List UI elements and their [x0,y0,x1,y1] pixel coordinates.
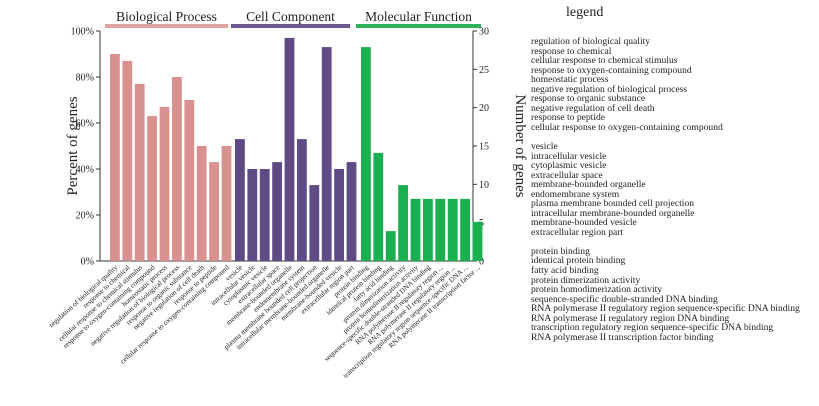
legend-item: cytoplasmic vesicle [531,160,607,172]
left-tick-label: 40% [76,165,94,176]
bar [247,169,258,261]
legend-item: endomembrane system [531,188,620,200]
right-tick-label: 20 [479,103,489,114]
legend-title: legend [566,5,604,20]
legend-item: extracellular region part [531,226,624,238]
legend-item: negative regulation of cell death [531,102,655,114]
legend-item: sequence-specific double-stranded DNA bi… [531,293,718,305]
group-headers: Biological Process Cell Component Molecula… [105,9,481,28]
group-header-label: Cell Component [246,9,335,24]
legend-item: membrane-bounded vesicle [531,217,637,229]
bar [122,60,133,262]
legend-item: protein dimerization activity [531,274,641,286]
legend-item: intracellular vesicle [531,150,607,162]
bar [184,100,195,261]
bar [235,139,245,261]
bar [460,198,470,261]
legend-item: fatty acid binding [531,265,599,277]
bar [196,146,207,261]
bar [361,47,371,261]
left-tick-label: 20% [76,211,94,222]
bar [334,169,344,261]
legend-list: regulation of biological quality response… [531,37,800,342]
bar [435,198,446,261]
bar [172,77,182,261]
legend-item: RNA polymerase II transcription factor b… [531,331,714,343]
group-header-label: Molecular Function [365,9,472,24]
bar [134,83,145,262]
bar [309,185,320,261]
legend-item: protein homodimerization activity [531,284,663,296]
bar [209,162,219,261]
legend-item: response to oxygen-containing compound [531,64,692,76]
left-tick-label: 0% [81,257,94,268]
bar [259,169,270,261]
right-axis-label: Number of genes [512,94,528,197]
bar [284,37,295,262]
legend-item: vesicle [531,140,558,152]
legend-item: intracellular membrane-bounded organelle [531,207,695,219]
legend-item: response to chemical [531,45,612,57]
right-tick-label: 10 [479,180,489,191]
legend-item: membrane-bounded organelle [531,179,646,191]
bar [373,152,384,261]
group-header-label: Biological Process [116,9,217,24]
legend-item: negative regulation of biological proces… [531,83,688,95]
group-header-bar [105,24,228,28]
bar [447,198,458,261]
bar [423,198,433,261]
bar [398,185,408,261]
legend-item: regulation of biological quality [531,36,651,47]
legend-item: extracellular space [531,169,603,181]
left-tick-label: 60% [76,119,94,130]
bar [321,47,332,261]
bar [385,231,396,261]
legend-item: transcription regulatory region sequence… [531,322,774,334]
group-header-bar [356,24,481,28]
legend-item: cellular response to oxygen-containing c… [531,121,723,133]
bar [272,162,282,261]
chart-bars [110,37,483,262]
right-tick-label: 30 [479,27,489,38]
legend-item: response to peptide [531,112,606,124]
bar [346,162,357,261]
left-tick-label: 80% [76,73,94,84]
bar [297,139,307,261]
left-axis-label: Percent of genes [65,96,81,195]
bar [147,116,157,261]
left-tick-label: 100% [71,27,94,38]
legend-item: homeostatic process [531,74,609,86]
legend-item: cellular response to chemical stimulus [531,55,678,67]
legend-item: protein binding [531,245,590,257]
right-tick-label: 0 [479,257,484,268]
bar [472,221,483,261]
legend-item: plasma membrane bounded cell projection [531,198,695,210]
legend-item: RNA polymerase II regulatory region DNA … [531,312,730,324]
legend-item: identical protein binding [531,255,626,267]
legend-item: RNA polymerase II regulatory region sequ… [531,303,800,315]
right-tick-label: 15 [479,142,489,153]
bar [159,106,170,262]
bar [110,54,120,261]
legend-item: response to organic substance [531,93,646,105]
right-tick-label: 25 [479,65,489,76]
bar [221,146,232,261]
bar [410,198,421,261]
legend-gap [531,132,800,142]
group-header-bar [231,24,350,28]
category-tick-labels: regulation of biological qualityresponse… [48,263,482,380]
